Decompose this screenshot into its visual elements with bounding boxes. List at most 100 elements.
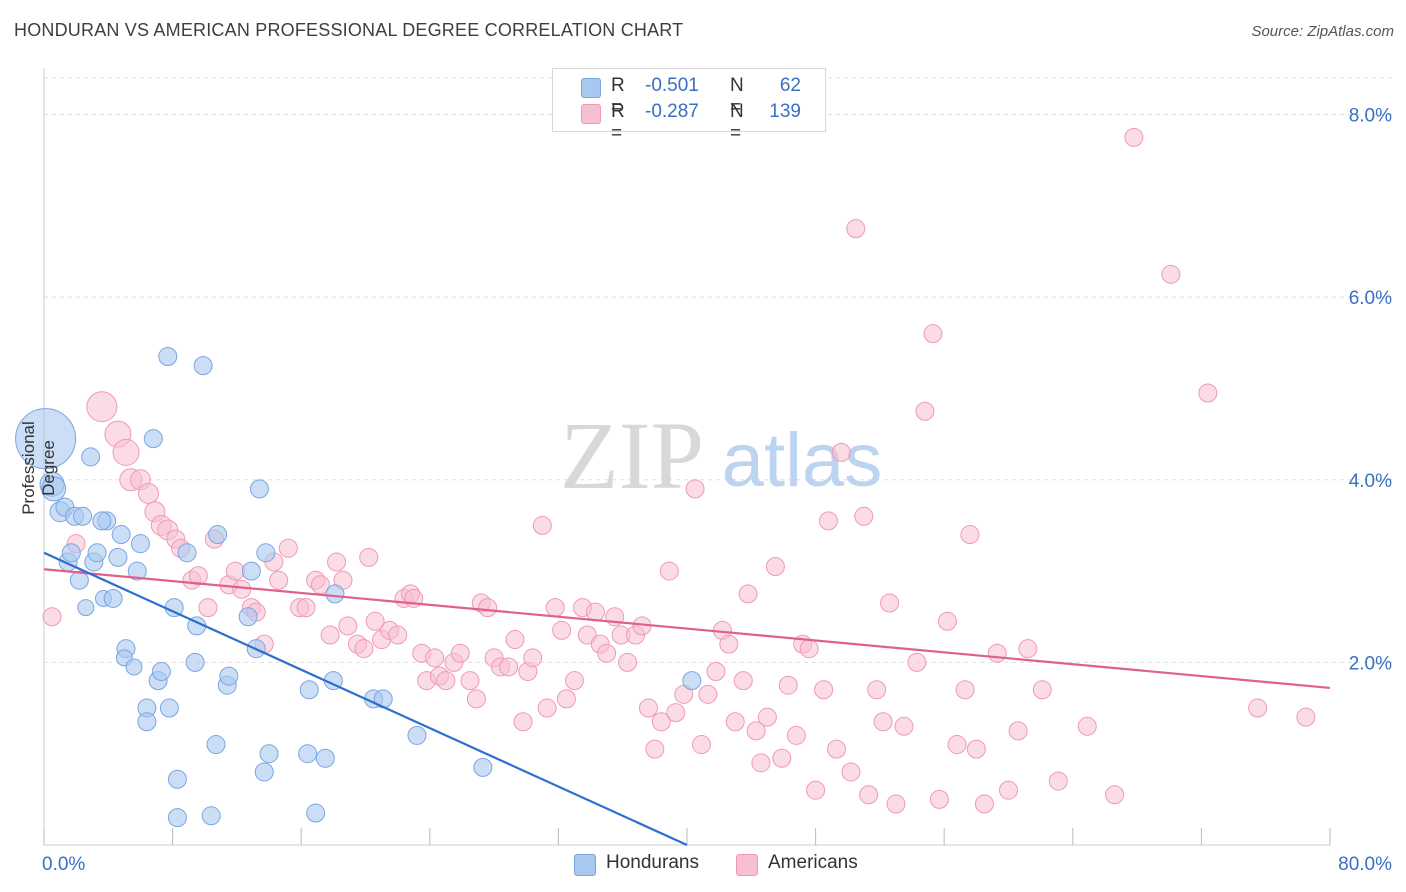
- honduran-point: [159, 698, 179, 718]
- honduran-point: [259, 744, 279, 764]
- honduran-point: [167, 808, 187, 828]
- american-point: [450, 643, 470, 663]
- honduran-point: [41, 476, 67, 502]
- honduran-point: [81, 447, 101, 467]
- honduran-points: [15, 346, 702, 828]
- honduran-point: [185, 652, 205, 672]
- honduran-point: [103, 588, 123, 608]
- x-tick-label-min: 0.0%: [42, 854, 85, 875]
- american-point: [1008, 721, 1028, 741]
- x-tick-label-max: 80.0%: [1338, 854, 1392, 875]
- chart-title: HONDURAN VS AMERICAN PROFESSIONAL DEGREE…: [14, 20, 684, 40]
- honduran-point: [92, 511, 112, 531]
- honduran-point: [201, 806, 221, 826]
- american-point: [955, 680, 975, 700]
- american-point: [320, 625, 340, 645]
- honduran-point: [130, 534, 150, 554]
- american-point: [523, 648, 543, 668]
- american-point: [698, 684, 718, 704]
- american-point: [597, 643, 617, 663]
- american-point: [923, 324, 943, 344]
- american-point: [1018, 639, 1038, 659]
- honduran-point: [167, 769, 187, 789]
- american-point: [746, 721, 766, 741]
- american-point: [86, 391, 118, 423]
- american-point: [296, 598, 316, 618]
- american-point: [645, 739, 665, 759]
- trend-lines: [43, 551, 1331, 847]
- watermark-atlas: atlas: [722, 418, 883, 503]
- american-point: [577, 625, 597, 645]
- honduran-point: [208, 525, 228, 545]
- honduran-n-label: N =: [730, 75, 744, 118]
- honduran-point: [111, 525, 131, 545]
- legend-american-label: Americans: [768, 852, 858, 873]
- american-point: [960, 525, 980, 545]
- american-point: [638, 698, 658, 718]
- american-point: [799, 639, 819, 659]
- honduran-point: [158, 346, 178, 366]
- honduran-point: [61, 543, 81, 563]
- american-point: [1032, 680, 1052, 700]
- american-point: [513, 712, 533, 732]
- honduran-point: [127, 561, 147, 581]
- american-point: [232, 579, 252, 599]
- american-points: [42, 127, 1316, 814]
- american-point: [751, 753, 771, 773]
- honduran-r-label: R =: [611, 75, 625, 118]
- american-point: [365, 611, 385, 631]
- american-point: [1077, 716, 1097, 736]
- american-point: [537, 698, 557, 718]
- american-point: [618, 652, 638, 672]
- honduran-r-value: -0.501: [645, 75, 699, 96]
- american-point: [719, 634, 739, 654]
- y-tick-label: 2.0%: [1349, 653, 1392, 674]
- american-point: [854, 506, 874, 526]
- american-point: [1296, 707, 1316, 727]
- american-point: [1048, 771, 1068, 791]
- american-point: [814, 680, 834, 700]
- source-label: Source: ZipAtlas.com: [1251, 23, 1394, 40]
- honduran-point: [193, 356, 213, 376]
- honduran-swatch: [581, 78, 601, 98]
- american-point: [659, 561, 679, 581]
- american-point: [738, 584, 758, 604]
- honduran-point: [473, 757, 493, 777]
- american-point: [937, 611, 957, 631]
- american-point: [1248, 698, 1268, 718]
- legend-american-swatch: [736, 854, 758, 876]
- american-point: [327, 552, 347, 572]
- american-point: [466, 689, 486, 709]
- honduran-point: [108, 547, 128, 567]
- honduran-n-value: 62: [779, 75, 801, 96]
- american-point: [478, 598, 498, 618]
- honduran-point: [315, 748, 335, 768]
- honduran-point: [241, 561, 261, 581]
- y-tick-label: 8.0%: [1349, 106, 1392, 127]
- american-point: [338, 616, 358, 636]
- american-r-label: R =: [611, 101, 625, 144]
- american-point: [841, 762, 861, 782]
- american-point: [666, 703, 686, 723]
- american-swatch: [581, 104, 601, 124]
- american-point: [786, 725, 806, 745]
- honduran-point: [249, 479, 269, 499]
- american-n-label: N =: [730, 101, 744, 144]
- honduran-point: [407, 725, 427, 745]
- honduran-point: [77, 599, 95, 617]
- american-point: [886, 794, 906, 814]
- american-point: [706, 662, 726, 682]
- american-point: [772, 748, 792, 768]
- american-point: [359, 547, 379, 567]
- honduran-point: [256, 543, 276, 563]
- american-point: [859, 785, 879, 805]
- honduran-trend-line: [43, 551, 688, 847]
- tick-labels: 2.0% 4.0% 6.0% 8.0% 0.0% 80.0%: [42, 106, 1392, 875]
- honduran-point: [143, 429, 163, 449]
- american-point: [532, 515, 552, 535]
- american-point: [354, 639, 374, 659]
- american-point: [1198, 383, 1218, 403]
- honduran-point: [682, 671, 702, 691]
- american-point: [278, 538, 298, 558]
